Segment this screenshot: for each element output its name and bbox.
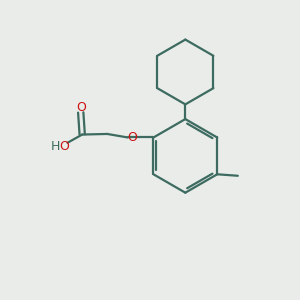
Text: H: H (51, 140, 60, 153)
Text: O: O (127, 131, 137, 144)
Text: O: O (76, 101, 86, 114)
Text: O: O (60, 140, 70, 153)
